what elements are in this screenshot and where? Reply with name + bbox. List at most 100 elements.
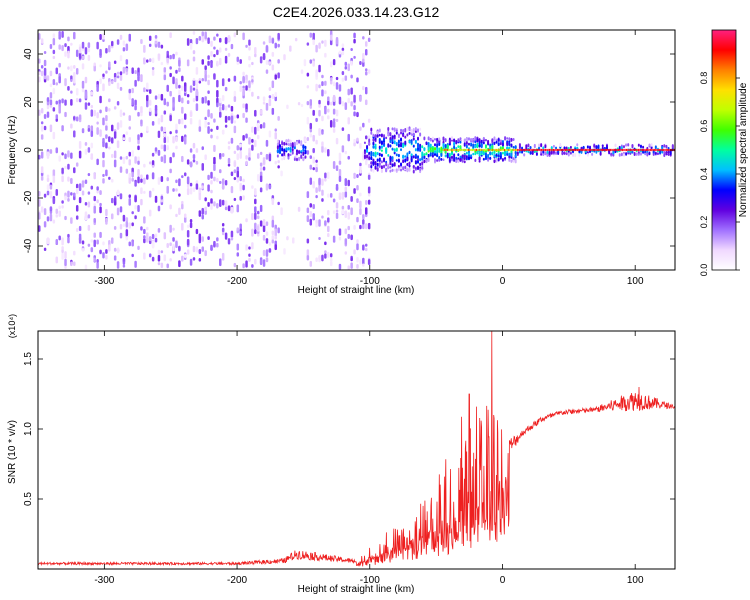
spectrogram-cell xyxy=(46,151,50,159)
spectrogram-cell xyxy=(78,98,82,103)
spectrogram-cell xyxy=(251,185,254,189)
spectrogram-cell xyxy=(38,58,41,64)
spectrogram-cell xyxy=(172,102,175,108)
spectrogram-cell xyxy=(134,215,137,220)
spectrogram-cell xyxy=(154,195,158,203)
spectrogram-cell xyxy=(402,133,405,138)
spectrogram-x-tick-label: 0 xyxy=(500,276,506,287)
spectrogram-cell xyxy=(134,195,137,203)
spectrogram-cell xyxy=(589,145,592,150)
spectrogram-cell xyxy=(151,121,155,126)
spectrogram-cell xyxy=(78,150,82,159)
spectrogram-cell xyxy=(510,137,513,142)
spectrogram-cell xyxy=(113,131,117,139)
spectrogram-cell xyxy=(546,148,548,152)
spectrogram-cell xyxy=(391,158,394,163)
spectrogram-cell xyxy=(61,246,64,250)
spectrogram-cell xyxy=(423,136,426,141)
spectrogram-cell xyxy=(372,162,375,166)
spectrogram-cell xyxy=(298,150,301,154)
spectrogram-cell xyxy=(417,158,420,162)
spectrogram-cell xyxy=(364,199,368,206)
spectrogram-cell xyxy=(315,44,318,53)
spectrogram-cell xyxy=(298,156,301,161)
spectrogram-cell xyxy=(148,89,152,94)
spectrogram-cell xyxy=(448,157,451,162)
spectrogram-cell xyxy=(586,145,589,149)
spectrogram-cell xyxy=(224,200,228,208)
spectrogram-cell xyxy=(49,124,53,133)
spectrogram-cell xyxy=(213,164,216,172)
spectrogram-cell xyxy=(568,148,571,152)
spectrogram-cell xyxy=(38,76,41,83)
spectrogram-cell xyxy=(61,30,64,38)
spectrogram-cell xyxy=(552,150,555,154)
spectrogram-cell xyxy=(563,148,565,152)
spectrogram-cell xyxy=(318,127,321,136)
spectrogram-cell xyxy=(277,43,280,48)
spectrogram-cell xyxy=(67,36,70,42)
spectrogram-cell xyxy=(448,148,450,152)
spectrogram-cell xyxy=(46,216,50,222)
spectrogram-cell xyxy=(347,205,350,210)
spectrogram-cell xyxy=(96,199,99,204)
spectrogram-cell xyxy=(493,154,496,158)
spectrogram-cell xyxy=(67,233,70,238)
spectrogram-cell xyxy=(277,72,280,79)
spectrogram-cell xyxy=(427,157,430,162)
spectrogram-cell xyxy=(178,118,181,125)
spectrogram-cell xyxy=(277,115,280,121)
spectrogram-cell xyxy=(417,165,420,171)
spectrogram-cell xyxy=(160,144,164,150)
spectrogram-cell xyxy=(436,154,439,158)
spectrogram-cell xyxy=(421,151,424,156)
spectrogram-cell xyxy=(595,148,597,152)
spectrogram-cell xyxy=(318,99,321,105)
spectrogram-cell xyxy=(309,203,313,208)
spectrogram-cell xyxy=(78,233,82,242)
snr-x-axis: -300 -200 -100 0 100 xyxy=(94,331,644,586)
spectrogram-cell xyxy=(356,198,359,203)
spectrogram-cell xyxy=(175,145,178,150)
spectrogram-cell xyxy=(400,131,403,135)
spectrogram-cell xyxy=(160,176,164,182)
spectrogram-cell xyxy=(578,148,580,152)
spectrogram-cell xyxy=(644,148,646,152)
spectrogram-cell xyxy=(143,58,146,63)
spectrogram-cell xyxy=(366,145,369,149)
spectrogram-cell xyxy=(353,142,356,147)
spectrogram-cell xyxy=(327,148,330,157)
spectrogram-cell xyxy=(552,148,555,152)
spectrogram-cell xyxy=(493,159,496,164)
spectrogram-cell xyxy=(204,206,207,212)
spectrogram-cell xyxy=(49,70,53,77)
spectrogram-cell xyxy=(64,99,67,106)
spectrogram-cell xyxy=(46,177,50,182)
spectrogram-cell xyxy=(93,172,96,180)
spectrogram-cell xyxy=(523,148,525,152)
spectrogram-cell xyxy=(108,244,111,252)
spectrogram-cell xyxy=(467,137,470,141)
spectrogram-cell xyxy=(178,94,181,103)
spectrogram-cell xyxy=(332,108,336,115)
spectrogram-cell xyxy=(359,126,362,131)
spectrogram-cell xyxy=(245,79,248,84)
spectrogram-cell xyxy=(128,222,132,229)
spectrogram-cell xyxy=(412,164,415,168)
spectrogram-cell xyxy=(321,189,324,196)
spectrogram-cell xyxy=(378,133,381,137)
spectrogram-cell xyxy=(43,125,47,131)
spectrogram-cell xyxy=(99,48,102,56)
spectrogram-cell xyxy=(487,158,490,162)
spectrogram-cell xyxy=(128,159,132,166)
spectrogram-cell xyxy=(641,148,644,152)
spectrogram-cell xyxy=(353,188,356,194)
spectrogram-cell xyxy=(646,146,649,150)
spectrogram-cell xyxy=(306,72,310,77)
spectrogram-cell xyxy=(172,96,175,105)
spectrogram-cell xyxy=(52,107,56,112)
spectrogram-cell xyxy=(242,85,245,89)
spectrogram-cell xyxy=(452,148,454,152)
spectrogram-cell xyxy=(376,162,379,167)
spectrogram-cell xyxy=(256,134,260,140)
